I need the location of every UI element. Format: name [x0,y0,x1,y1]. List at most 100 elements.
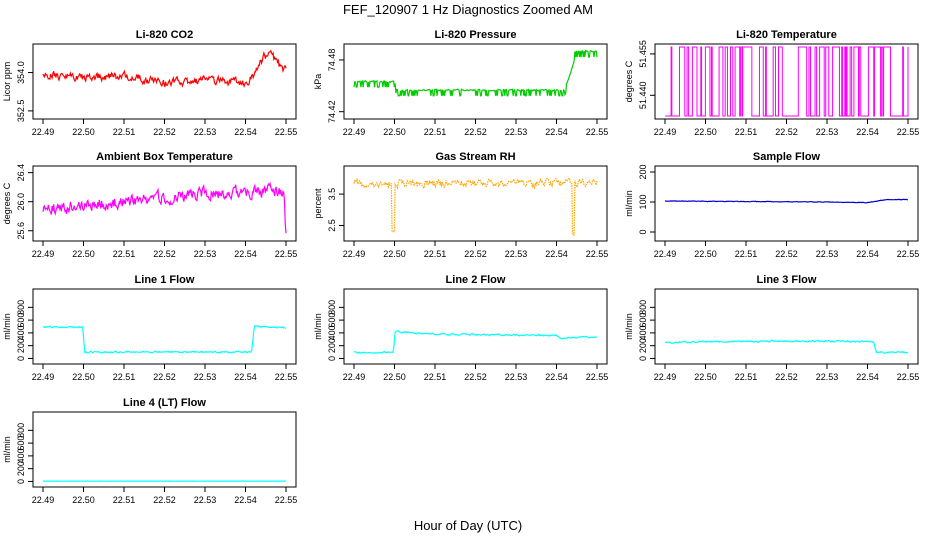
x-tick-label: 22.49 [654,127,677,137]
x-tick-label: 22.50 [383,249,406,259]
x-tick-label: 22.53 [816,249,839,259]
x-tick-label: 22.55 [897,249,920,259]
x-tick-label: 22.51 [424,372,447,382]
plot-frame [343,165,608,242]
x-tick-label: 22.53 [505,249,528,259]
x-tick-label: 22.49 [32,372,55,382]
panel-2: Li-820 Pressure kPa 22.49 22.50 22.51 22.52 22… [313,29,608,137]
x-tick-label: 22.53 [816,127,839,137]
x-tick-label: 22.52 [464,249,487,259]
x-tick-label: 22.53 [194,372,217,382]
y-tick-label: 25.6 [16,222,26,240]
y-tick-label: 800 [327,300,337,315]
panel-title: Li-820 Temperature [736,29,837,41]
plot-frame [32,411,297,488]
y-tick-label: 74.42 [327,100,337,123]
plot-frame [32,165,297,242]
x-tick-label: 22.49 [343,127,366,137]
x-tick-label: 22.54 [545,372,568,382]
data-series [664,339,908,354]
x-tick-label: 22.49 [32,495,55,505]
x-tick-label: 22.50 [694,249,717,259]
x-tick-label: 22.51 [735,127,758,137]
x-tick-label: 22.51 [113,495,136,505]
y-tick-label: 0 [638,356,648,361]
y-tick-label: 200 [638,338,648,353]
x-tick-label: 22.50 [72,127,95,137]
x-tick-label: 22.55 [897,127,920,137]
y-tick-label: 400 [16,325,26,340]
y-tick-label: 51.440 [638,82,648,110]
y-tick-label: 352.5 [16,100,26,123]
x-tick-label: 22.51 [424,127,447,137]
x-tick-label: 22.49 [32,249,55,259]
y-axis-label: degrees C [2,182,12,224]
panel-title: Sample Flow [753,151,821,163]
x-tick-label: 22.52 [153,372,176,382]
data-series [665,198,909,204]
x-tick-label: 22.51 [113,249,136,259]
x-tick-label: 22.53 [505,127,528,137]
plot-frame [654,43,919,120]
y-tick-label: 800 [16,300,26,315]
y-axis-label: ml/min [2,313,12,340]
y-tick-label: 200 [16,461,26,476]
y-tick-label: 600 [16,436,26,451]
x-tick-label: 22.55 [275,372,298,382]
y-tick-label: 0 [638,229,648,234]
x-tick-label: 22.52 [153,127,176,137]
panel-10: Line 4 (LT) Flow ml/min 22.49 22.50 22.51 22.… [2,397,297,505]
x-tick-label: 22.55 [275,127,298,137]
x-tick-label: 22.49 [343,372,366,382]
x-tick-label: 22.49 [32,127,55,137]
panel-8: Line 2 Flow ml/min 22.49 22.50 22.51 22.52 22.… [313,274,608,382]
data-series [42,49,287,88]
x-tick-label: 22.55 [275,249,298,259]
data-series [42,325,287,354]
x-tick-label: 22.55 [586,249,609,259]
panel-7: Line 1 Flow ml/min 22.49 22.50 22.51 22.52 22.… [2,274,297,382]
panel-title: Li-820 CO2 [136,29,193,41]
panel-title: Li-820 Pressure [435,29,517,41]
y-tick-label: 400 [638,325,648,340]
data-series [353,49,598,97]
y-tick-label: 200 [327,338,337,353]
x-tick-label: 22.54 [234,495,257,505]
data-series [353,177,598,236]
y-tick-label: 100 [638,194,648,209]
x-tick-label: 22.54 [856,372,879,382]
x-tick-label: 22.54 [234,249,257,259]
x-tick-label: 22.52 [775,249,798,259]
x-tick-label: 22.52 [153,495,176,505]
y-tick-label: 74.48 [327,49,337,72]
x-tick-label: 22.50 [694,127,717,137]
y-tick-label: 800 [16,423,26,438]
panel-title: Gas Stream RH [435,151,515,163]
y-tick-label: 600 [638,313,648,328]
x-tick-label: 22.54 [856,249,879,259]
x-tick-label: 22.53 [816,372,839,382]
x-tick-label: 22.54 [234,127,257,137]
panel-4: Ambient Box Temperature degrees C 22.49 22.… [2,151,297,259]
x-tick-label: 22.50 [72,495,95,505]
y-tick-label: 600 [16,313,26,328]
x-tick-label: 22.54 [234,372,257,382]
y-tick-label: 26.4 [16,164,26,182]
y-axis-label: Licor ppm [2,62,12,102]
x-tick-label: 22.50 [72,372,95,382]
x-tick-label: 22.54 [856,127,879,137]
x-tick-label: 22.52 [775,127,798,137]
x-tick-label: 22.53 [194,495,217,505]
y-tick-label: 51.455 [638,40,648,68]
y-tick-label: 200 [638,164,648,179]
x-tick-label: 22.54 [545,127,568,137]
x-tick-label: 22.50 [383,372,406,382]
x-tick-label: 22.52 [775,372,798,382]
y-tick-label: 2.5 [327,219,337,232]
x-tick-label: 22.53 [194,127,217,137]
x-tick-label: 22.51 [113,372,136,382]
y-tick-label: 200 [16,338,26,353]
x-tick-label: 22.50 [72,249,95,259]
plot-frame [32,43,297,120]
